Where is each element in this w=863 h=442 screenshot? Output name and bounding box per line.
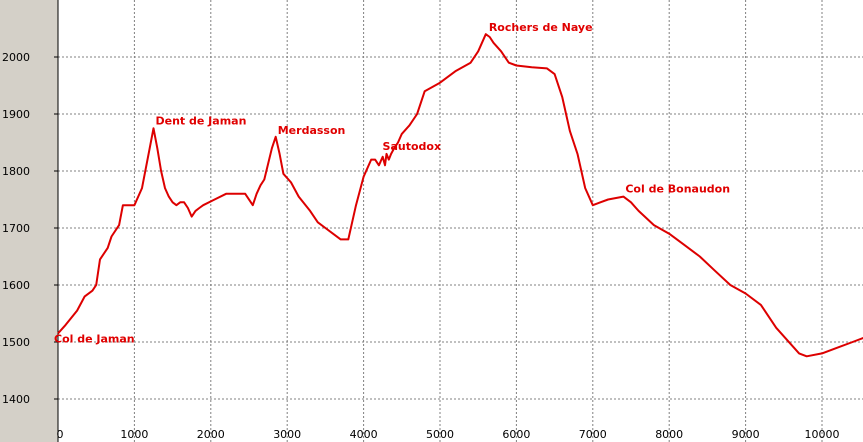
y-tick-label: 1400 (2, 393, 30, 406)
x-tick-label: 8000 (655, 428, 683, 441)
x-tick-label: 9000 (732, 428, 760, 441)
waypoint-label: Col de Jaman (54, 332, 135, 345)
waypoint-label: Col de Bonaudon (625, 183, 730, 196)
x-tick-label: 0 (57, 428, 64, 441)
y-tick-label: 1700 (2, 222, 30, 235)
plot-area (58, 0, 863, 442)
y-tick-label: 1800 (2, 165, 30, 178)
elevation-line (57, 33, 863, 358)
grid (58, 0, 863, 442)
y-tick-label: 1600 (2, 279, 30, 292)
x-tick-label: 4000 (350, 428, 378, 441)
y-tick-label: 1500 (2, 336, 30, 349)
x-axis-ticks: 0 1000 2000 3000 4000 5000 6000 7000 8000 9000 100… (57, 428, 840, 441)
waypoint-label: Merdasson (278, 124, 346, 137)
x-tick-label: 10000 (805, 428, 840, 441)
x-tick-label: 6000 (502, 428, 530, 441)
y-axis-ticks: 1400 1500 1600 1700 1800 1900 2000 (2, 51, 58, 406)
x-tick-label: 1000 (120, 428, 148, 441)
waypoint-label: Sautodox (383, 140, 442, 153)
y-tick-label: 1900 (2, 108, 30, 121)
x-tick-label: 7000 (579, 428, 607, 441)
x-tick-label: 2000 (197, 428, 225, 441)
waypoint-label: Rochers de Naye (489, 21, 593, 34)
waypoint-label: Dent de Jaman (156, 114, 247, 127)
y-tick-label: 2000 (2, 51, 30, 64)
x-tick-label: 5000 (426, 428, 454, 441)
waypoint-labels: Col de Jaman Dent de Jaman Merdasson Sautod… (54, 21, 730, 345)
x-tick-label: 3000 (273, 428, 301, 441)
